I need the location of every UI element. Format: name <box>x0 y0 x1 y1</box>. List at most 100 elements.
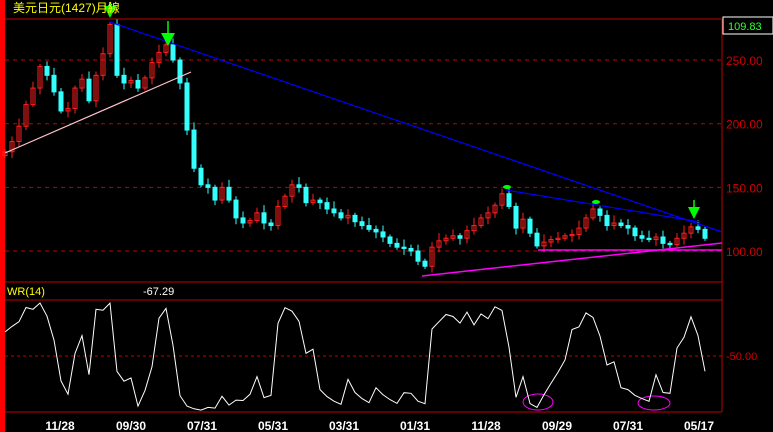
candle <box>555 231 561 244</box>
candle <box>114 19 120 78</box>
candle <box>646 230 652 243</box>
y-tick-label: 150.00 <box>726 181 763 195</box>
candle <box>387 234 393 248</box>
candle <box>695 220 701 234</box>
candle <box>177 57 183 90</box>
candle <box>338 208 344 221</box>
x-tick-label: 03/31 <box>329 419 359 432</box>
candle <box>373 225 379 239</box>
candle <box>345 208 351 225</box>
candle <box>604 210 610 231</box>
candle <box>37 63 43 95</box>
x-tick-label: 05/31 <box>258 419 288 432</box>
candle <box>380 225 386 243</box>
last-price: 109.83 <box>728 21 762 33</box>
y-tick-label: 100.00 <box>726 245 763 259</box>
left-edge-bar <box>0 0 5 432</box>
candle <box>674 233 680 248</box>
candle <box>520 212 526 234</box>
trendlines <box>4 21 723 277</box>
candle <box>401 239 407 255</box>
candle <box>667 240 673 249</box>
candle <box>408 244 414 257</box>
candle <box>23 100 29 131</box>
wr-bottom-circle <box>637 395 671 411</box>
candle <box>79 74 85 92</box>
wr-series-line <box>4 301 706 411</box>
markers <box>104 2 700 411</box>
candle <box>240 211 246 229</box>
candle <box>632 225 638 241</box>
candle <box>163 40 169 57</box>
candle <box>352 212 358 227</box>
candle <box>513 202 519 235</box>
candle <box>128 76 134 89</box>
candle <box>58 88 64 114</box>
candle <box>93 71 99 108</box>
candle <box>86 71 92 104</box>
candle <box>170 38 176 63</box>
candle <box>583 214 589 232</box>
candle <box>191 122 197 173</box>
candle <box>198 164 204 188</box>
candle <box>576 220 582 240</box>
candle <box>471 217 477 235</box>
candle <box>534 228 540 249</box>
candle <box>149 57 155 85</box>
candle <box>247 217 253 227</box>
candle <box>317 197 323 209</box>
candle <box>660 230 666 249</box>
candle <box>310 193 316 206</box>
x-tick-label: 11/28 <box>45 419 75 432</box>
candle <box>464 225 470 244</box>
candle <box>65 102 71 118</box>
candle <box>51 67 57 96</box>
indicator-value: -67.29 <box>143 286 174 298</box>
candle <box>415 244 421 266</box>
candle <box>261 205 267 230</box>
wr-y-tick-label: -50.00 <box>726 351 757 363</box>
candle <box>226 179 232 203</box>
candle <box>184 77 190 136</box>
candle <box>107 21 113 58</box>
candle <box>72 85 78 114</box>
candle <box>443 234 449 245</box>
candle <box>296 177 302 193</box>
candle <box>254 207 260 223</box>
candle <box>597 206 603 222</box>
candle <box>590 202 596 221</box>
arrow-down-icon <box>688 200 700 219</box>
candle <box>450 229 456 241</box>
trendline-support-rising <box>421 242 723 277</box>
candle <box>282 193 288 209</box>
candle <box>44 61 50 81</box>
candle <box>618 219 624 229</box>
trendline-support-pink <box>4 71 192 154</box>
last-price-box <box>722 16 773 35</box>
y-tick-label: 200.00 <box>726 118 763 132</box>
candle <box>212 184 218 206</box>
candle <box>506 186 512 209</box>
x-tick-label: 01/31 <box>400 419 430 432</box>
trendline-long-resistance <box>109 21 723 233</box>
chart-title: 美元日元(1427)月線 <box>13 0 120 15</box>
candle <box>548 235 554 248</box>
candle <box>422 258 428 269</box>
candle <box>233 196 239 225</box>
candle <box>121 67 127 90</box>
candle <box>289 179 295 203</box>
candle <box>702 226 708 241</box>
x-tick-label: 09/30 <box>116 419 146 432</box>
candle <box>268 219 274 231</box>
candle <box>205 178 211 194</box>
arrow-down-icon <box>161 21 175 46</box>
candle <box>275 200 281 230</box>
candle <box>611 215 617 230</box>
x-tick-label: 11/28 <box>471 419 501 432</box>
candle <box>569 229 575 243</box>
x-tick-label: 07/31 <box>187 419 217 432</box>
candle <box>639 230 645 243</box>
candle <box>499 188 505 209</box>
candle <box>436 233 442 253</box>
